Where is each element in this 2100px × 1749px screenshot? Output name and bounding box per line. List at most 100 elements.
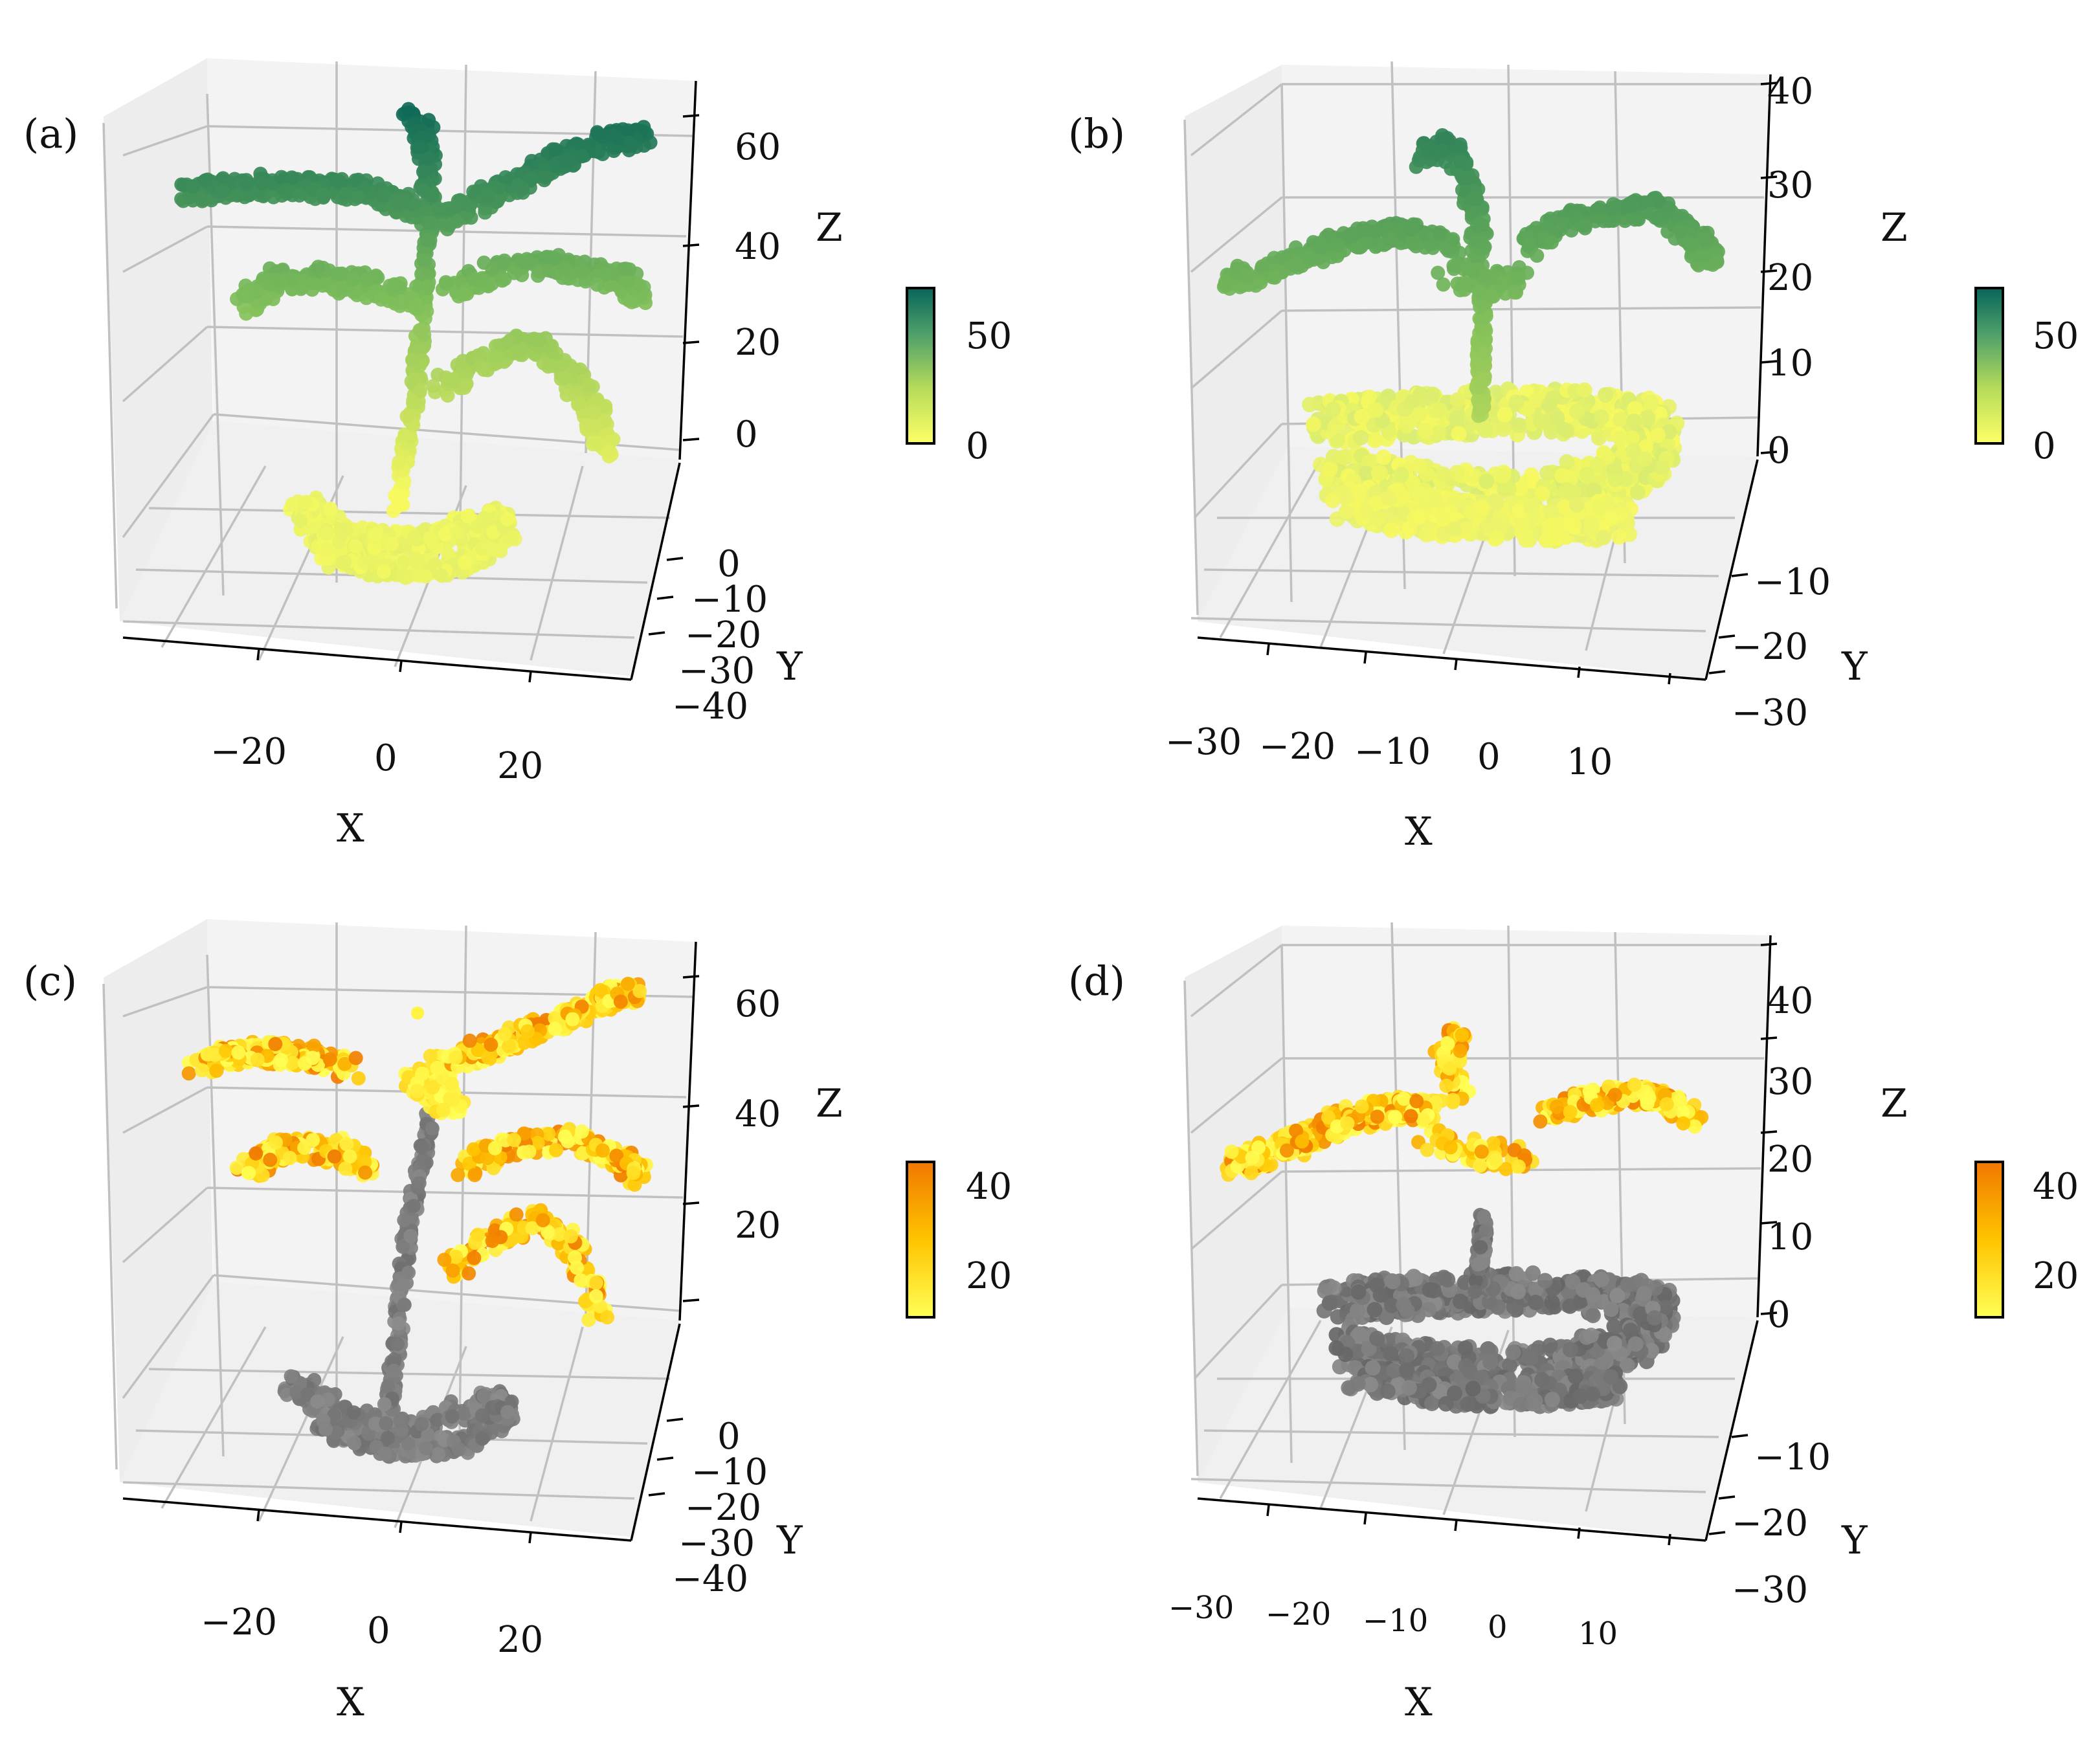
point-ground bbox=[1497, 407, 1513, 423]
z-tick-a-3: 60 bbox=[735, 126, 781, 168]
point-leaf-ur bbox=[511, 177, 525, 192]
point-base bbox=[310, 1394, 325, 1409]
point-stem bbox=[390, 1337, 405, 1352]
tick-mark bbox=[666, 557, 684, 561]
point-stem bbox=[412, 1175, 427, 1190]
point-ground-low bbox=[1380, 490, 1396, 506]
point-ground-low bbox=[1351, 483, 1367, 499]
point-ground-low bbox=[1383, 522, 1400, 539]
point-stem bbox=[397, 1213, 412, 1228]
point-leaf-l bbox=[1359, 235, 1374, 250]
point-center bbox=[430, 1060, 445, 1075]
point-leaf-ul bbox=[230, 188, 245, 203]
point-base bbox=[298, 495, 313, 509]
point-stem bbox=[392, 454, 407, 469]
point-ground bbox=[1593, 409, 1609, 425]
point-base bbox=[347, 1436, 362, 1451]
colorbar-b-tick-1: 50 bbox=[2033, 315, 2079, 357]
point-ground bbox=[1376, 449, 1392, 465]
point-leaf-ml bbox=[374, 292, 388, 307]
point-ground-low bbox=[1569, 496, 1585, 513]
point-ground bbox=[1612, 430, 1628, 446]
point-top bbox=[1435, 143, 1450, 158]
point-leaf-ml bbox=[360, 272, 375, 287]
tick-mark bbox=[682, 340, 700, 344]
point-leaf-l bbox=[1268, 270, 1282, 285]
tick-mark bbox=[1577, 666, 1581, 678]
tick-mark bbox=[256, 1509, 260, 1522]
point-base bbox=[381, 1431, 396, 1445]
point-stem bbox=[1477, 345, 1491, 360]
point-leaf-ul bbox=[185, 179, 200, 194]
tick-mark bbox=[1266, 643, 1270, 656]
point-leaf-lr bbox=[509, 344, 524, 359]
point-ground bbox=[1322, 461, 1338, 477]
point-base bbox=[397, 554, 412, 569]
tick-mark bbox=[682, 438, 700, 441]
grid-line bbox=[102, 122, 118, 609]
point-leaf-ul bbox=[331, 174, 346, 189]
point-base bbox=[368, 527, 383, 542]
point-stem bbox=[414, 324, 429, 338]
point-stem bbox=[401, 1265, 416, 1280]
panel-c: (c) 20 40 60 Z 0 −10 −20 −30 −40 Y −20 0… bbox=[23, 919, 1012, 1725]
point-ground-low bbox=[1480, 518, 1497, 534]
point-stem-top bbox=[416, 164, 430, 179]
tick-mark bbox=[682, 114, 700, 118]
z-tick-b-3: 30 bbox=[1767, 164, 1813, 206]
point-leaf-ul bbox=[375, 188, 390, 203]
point-ground bbox=[1626, 413, 1642, 429]
point-ground bbox=[1539, 465, 1556, 481]
x-tick-b-4: 10 bbox=[1567, 741, 1613, 783]
point-base bbox=[318, 1422, 333, 1436]
point-inner bbox=[1460, 260, 1475, 275]
point-ground bbox=[1411, 458, 1427, 474]
point-leaf-ul bbox=[216, 184, 230, 199]
point-base bbox=[476, 1388, 491, 1403]
point-leaf-ml bbox=[409, 297, 424, 312]
axis-line bbox=[630, 462, 681, 680]
point-ground bbox=[1559, 454, 1575, 470]
point-leaf-l bbox=[1313, 240, 1328, 254]
point-leaf-lr bbox=[487, 348, 502, 363]
point-center bbox=[425, 1080, 440, 1095]
point-base bbox=[504, 531, 519, 546]
point-inner bbox=[1512, 269, 1526, 284]
point-base bbox=[475, 1408, 489, 1423]
point-leaf-r bbox=[1697, 249, 1712, 263]
z-label-b: Z bbox=[1881, 205, 1908, 251]
point-ground-low bbox=[1446, 521, 1462, 537]
z-label-a: Z bbox=[816, 205, 843, 251]
point-stem bbox=[1474, 322, 1489, 337]
z-tick-b-4: 40 bbox=[1767, 71, 1813, 113]
point-top bbox=[1422, 140, 1437, 155]
point-stem bbox=[1473, 400, 1488, 415]
point-ground-low bbox=[1566, 518, 1582, 535]
point-ground-low bbox=[1583, 521, 1600, 537]
point-leaf-ml bbox=[387, 278, 402, 293]
point-ground bbox=[1432, 402, 1448, 418]
point-leaf-mr bbox=[495, 273, 509, 288]
point-stem bbox=[396, 1278, 411, 1292]
point-ground bbox=[1479, 473, 1495, 489]
tick-mark bbox=[682, 1104, 700, 1108]
point-center bbox=[445, 1092, 460, 1107]
point-leaf-lr bbox=[476, 362, 491, 377]
point-inner bbox=[1484, 289, 1499, 304]
grid-line bbox=[122, 125, 208, 157]
point-inner bbox=[1431, 265, 1446, 280]
point-inner bbox=[1507, 285, 1522, 300]
point-ground bbox=[1353, 430, 1368, 446]
point-leaf-ml bbox=[306, 276, 320, 291]
point-base bbox=[346, 1405, 361, 1420]
point-ground bbox=[1629, 484, 1646, 500]
point-leaf-mr bbox=[620, 275, 635, 290]
point-leaf-mr bbox=[590, 277, 605, 292]
point-stem bbox=[396, 476, 411, 491]
point-ground-low bbox=[1411, 509, 1427, 525]
panel-b: (b) 0 10 20 30 40 Z −10 −20 −30 Y −30 −2… bbox=[1068, 61, 2079, 854]
z-tick-b-1: 10 bbox=[1767, 342, 1813, 384]
tick-mark bbox=[1363, 652, 1367, 664]
point-leaf-ul bbox=[407, 197, 421, 212]
point-leaf-ur bbox=[590, 126, 605, 141]
